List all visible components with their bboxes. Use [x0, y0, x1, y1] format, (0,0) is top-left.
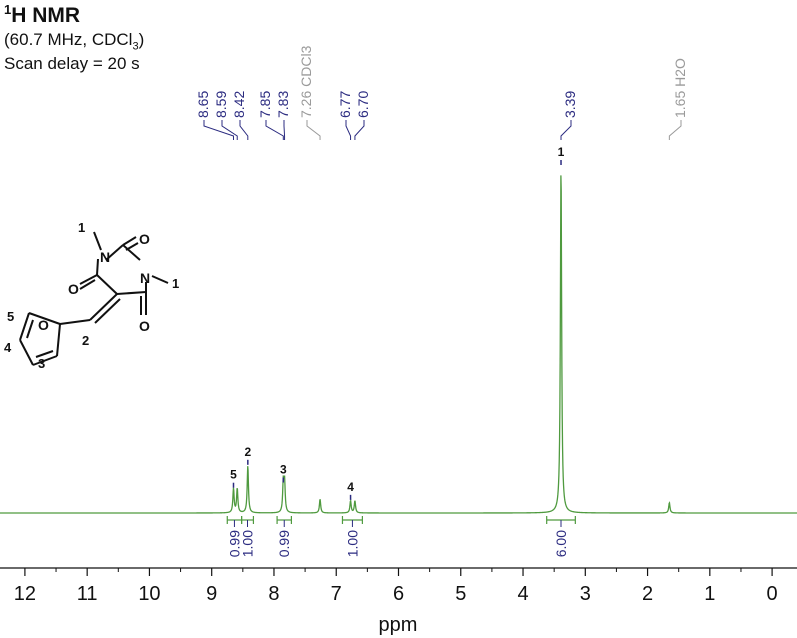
bond	[116, 291, 147, 295]
integral-value: 1.00	[344, 530, 360, 557]
peak-label: 2	[244, 445, 251, 459]
atom-number: 3	[38, 356, 45, 371]
spectrum-line	[0, 175, 797, 514]
x-tick-label: 2	[642, 583, 653, 605]
atom-o: O	[38, 317, 49, 333]
peak-pick-label: 6.70	[355, 91, 371, 118]
bond	[122, 236, 137, 246]
x-axis-label: ppm	[379, 614, 418, 636]
bond	[96, 274, 118, 295]
bond	[125, 242, 139, 251]
integral-value: 1.00	[240, 530, 256, 557]
atom-n: N	[100, 249, 110, 265]
integral-value: 0.99	[276, 530, 292, 557]
peak-label: 5	[230, 468, 237, 482]
atom-number: 4	[4, 340, 12, 355]
peak-pick-label: 7.85	[257, 91, 273, 118]
bond	[94, 298, 121, 324]
peak-pick-leader	[265, 120, 284, 140]
x-tick-label: 0	[767, 583, 778, 605]
atom-o: O	[139, 231, 150, 247]
bond	[79, 274, 98, 285]
bond	[89, 293, 118, 321]
peak-pick-leader	[560, 120, 572, 140]
x-tick-label: 10	[138, 583, 160, 605]
peak-pick-label: 6.77	[337, 91, 353, 118]
bond	[122, 244, 141, 261]
peak-pick-label: 8.59	[213, 91, 229, 118]
x-tick-label: 3	[580, 583, 591, 605]
peak-pick-leader	[283, 120, 286, 140]
bond	[79, 279, 96, 290]
peak-pick-leader	[239, 120, 249, 140]
integral-value: 6.00	[553, 530, 569, 557]
bond	[59, 319, 91, 325]
bond	[19, 312, 30, 341]
bond	[28, 312, 61, 325]
atom-number: 1	[172, 276, 179, 291]
peak-pick-leader	[668, 120, 682, 140]
integrals: 0.991.00 0.99 1.00 6.00	[226, 516, 576, 557]
bond	[35, 350, 54, 358]
scan-delay: Scan delay = 20 s	[4, 54, 140, 73]
bond	[96, 258, 99, 276]
atom-number: 1	[78, 220, 85, 235]
peak-picks: 8.65 8.59 8.42 7.85 7.83 7.26 CDCl3 6.77 6.70 3.…	[195, 45, 688, 140]
page-title: 1H NMR	[4, 2, 81, 27]
atom-o: O	[139, 318, 150, 334]
peak-labels: 52 3 4 1	[230, 145, 565, 500]
bond	[105, 244, 124, 261]
peak-pick-leader	[306, 120, 321, 140]
molecule-structure: N N O O O O 1 1 2 3 4 5	[4, 220, 179, 371]
peak-pick-label: 3.39	[562, 91, 578, 118]
peak-pick-label: 7.26 CDCl3	[298, 45, 314, 118]
peak-label: 1	[558, 145, 565, 159]
bond	[26, 319, 34, 339]
spectrum	[0, 175, 797, 514]
atom-number: 2	[82, 333, 89, 348]
peak-pick-leader	[221, 120, 238, 140]
peak-pick-leader	[354, 120, 365, 140]
peak-pick-label: 1.65 H2O	[672, 58, 688, 118]
bond	[32, 355, 58, 366]
atom-number: 5	[7, 309, 14, 324]
atom-o: O	[68, 281, 79, 297]
peak-pick-label: 8.42	[231, 91, 247, 118]
x-tick-label: 6	[393, 583, 404, 605]
peak-pick-label: 7.83	[275, 91, 291, 118]
integral-value: 0.99	[226, 530, 242, 557]
bond	[19, 339, 34, 366]
x-tick-label: 8	[268, 583, 279, 605]
x-tick-label: 4	[517, 583, 528, 605]
x-tick-label: 11	[77, 583, 98, 605]
atom-n: N	[140, 270, 150, 286]
bond	[151, 275, 169, 284]
x-tick-label: 9	[206, 583, 217, 605]
peak-label: 3	[280, 463, 287, 477]
x-tick-label: 12	[14, 583, 36, 605]
x-tick-label: 5	[455, 583, 466, 605]
peak-pick-label: 8.65	[195, 91, 211, 118]
bond	[56, 323, 61, 357]
x-tick-label: 1	[704, 583, 715, 605]
peak-pick-leader	[345, 120, 352, 140]
x-tick-label: 7	[331, 583, 342, 605]
bond	[93, 231, 102, 251]
peak-label: 4	[347, 480, 354, 494]
subtitle: (60.7 MHz, CDCl3)	[4, 30, 145, 53]
peak-pick-leader	[203, 120, 234, 140]
